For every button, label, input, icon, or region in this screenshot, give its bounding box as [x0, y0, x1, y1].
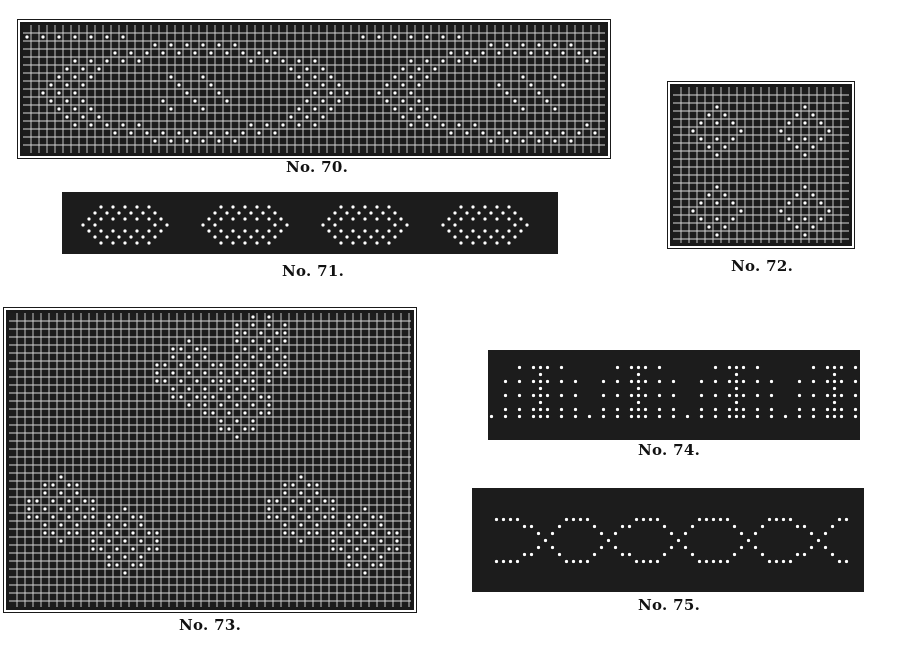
pattern-75	[472, 488, 864, 592]
pattern-75-band	[472, 488, 864, 592]
pattern-71	[62, 192, 558, 254]
caption-75: No. 75.	[638, 596, 701, 614]
caption-72: No. 72.	[731, 257, 794, 275]
pattern-72-grid	[673, 87, 849, 243]
caption-70: No. 70.	[286, 158, 349, 176]
pattern-74	[488, 350, 860, 440]
pattern-70-grid	[23, 25, 605, 153]
caption-74: No. 74.	[638, 441, 701, 459]
pattern-72	[667, 81, 855, 249]
pattern-70	[17, 19, 611, 159]
pattern-71-band	[62, 192, 558, 254]
pattern-73	[3, 307, 417, 613]
pattern-73-grid	[9, 313, 411, 607]
caption-71: No. 71.	[282, 262, 345, 280]
pattern-74-band	[488, 350, 860, 440]
caption-73: No. 73.	[179, 616, 242, 634]
